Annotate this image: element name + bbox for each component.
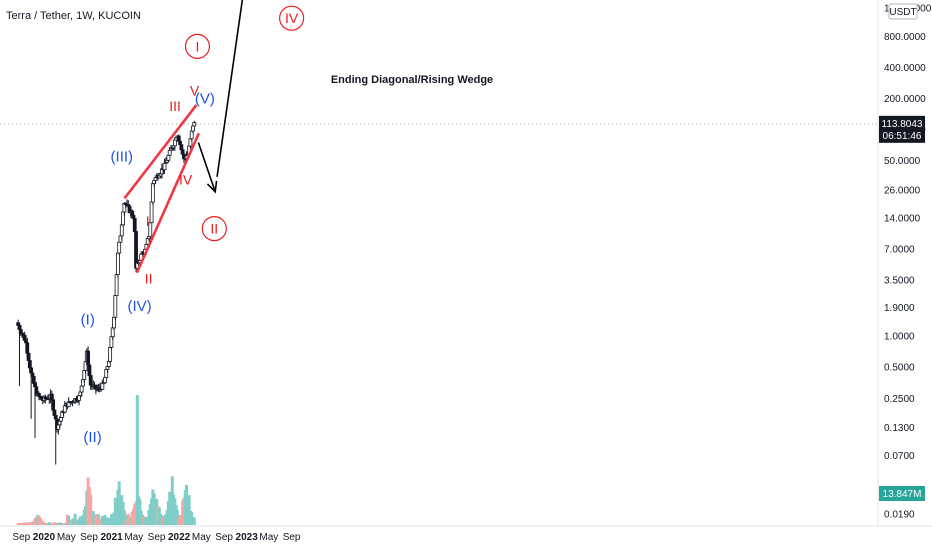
svg-text:(IV): (IV) bbox=[127, 298, 151, 315]
time-tick-label: Sep bbox=[148, 532, 166, 543]
last-price-marker: 113.8043 06:51:46 bbox=[879, 115, 925, 143]
candle bbox=[114, 274, 119, 297]
volume-marker: 13.847M bbox=[879, 486, 925, 501]
time-tick-label: 2022 bbox=[168, 532, 191, 543]
wave-label-iv: IV bbox=[179, 171, 193, 187]
wave-label-iii: III bbox=[169, 98, 181, 114]
price-tick-label: 50.0000 bbox=[884, 156, 921, 167]
svg-text:IV: IV bbox=[285, 10, 299, 26]
time-tick-label: May bbox=[124, 532, 143, 543]
price-tick-label: 0.1300 bbox=[884, 423, 915, 434]
price-tick-label: 1.0000 bbox=[884, 332, 915, 343]
svg-text:III: III bbox=[169, 98, 181, 114]
last-price-box bbox=[879, 115, 925, 143]
wave-label-iv: (IV) bbox=[127, 298, 151, 315]
volume-bar bbox=[175, 510, 179, 525]
candle bbox=[117, 241, 122, 256]
time-tick-label: Sep bbox=[283, 532, 301, 543]
time-tick-label: May bbox=[57, 532, 76, 543]
volume-bar bbox=[192, 517, 196, 525]
wedge-lower-line[interactable] bbox=[136, 133, 200, 274]
time-tick-label: Sep bbox=[12, 532, 30, 543]
candle bbox=[192, 120, 197, 127]
projection-arrows bbox=[197, 0, 244, 194]
wave-label-ii: (II) bbox=[83, 429, 101, 446]
circled-wave-label-iv: IV bbox=[279, 5, 305, 31]
svg-text:(II): (II) bbox=[83, 429, 101, 446]
currency-badge[interactable] bbox=[888, 3, 918, 20]
chart-title: Ending Diagonal/Rising Wedge bbox=[331, 74, 493, 86]
time-tick-label: May bbox=[192, 532, 211, 543]
price-tick-label: 200.0000 bbox=[884, 94, 926, 105]
svg-text:(V): (V) bbox=[195, 91, 215, 108]
price-tick-label: 26.0000 bbox=[884, 186, 921, 197]
svg-text:II: II bbox=[210, 221, 218, 237]
price-tick-label: 0.0700 bbox=[884, 451, 915, 462]
price-tick-label: 400.0000 bbox=[884, 63, 926, 74]
price-tick-label: 14.0000 bbox=[884, 213, 921, 224]
time-axis[interactable]: Sep 2020 May Sep 2021 May Sep 2022 May Sep 2023 May… bbox=[12, 532, 301, 543]
bar-countdown: 06:51:46 bbox=[883, 131, 922, 142]
time-tick-label: Sep bbox=[80, 532, 98, 543]
wave-label-iii: (III) bbox=[111, 148, 134, 165]
volume-value-box bbox=[879, 486, 925, 501]
volume-bar bbox=[89, 494, 93, 525]
currency-label: USDT bbox=[889, 7, 916, 18]
svg-text:I: I bbox=[146, 213, 150, 229]
last-price-value: 113.8043 bbox=[882, 119, 923, 130]
wedge-upper-line[interactable] bbox=[123, 104, 198, 199]
down-projection-arrow[interactable] bbox=[197, 142, 218, 194]
wave-label-i: (I) bbox=[81, 311, 95, 328]
price-tick-label: 800.0000 bbox=[884, 32, 926, 43]
time-tick-label: May bbox=[259, 532, 278, 543]
svg-text:(I): (I) bbox=[81, 311, 95, 328]
wave-label-ii: II bbox=[145, 271, 153, 287]
volume-bar bbox=[135, 395, 139, 525]
up-projection-arrow[interactable] bbox=[216, 0, 244, 177]
time-tick-label: Sep bbox=[215, 532, 233, 543]
volume-bar bbox=[73, 513, 77, 525]
time-tick-label: 2020 bbox=[33, 532, 56, 543]
wave-label-v: V bbox=[190, 82, 200, 98]
circled-wave-label-i: I bbox=[184, 33, 211, 59]
volume-value: 13.847M bbox=[883, 489, 922, 500]
price-tick-label: 0.5000 bbox=[884, 363, 915, 374]
svg-text:V: V bbox=[190, 82, 200, 98]
circled-wave-label-ii: II bbox=[201, 216, 227, 242]
volume-bar bbox=[122, 510, 126, 525]
svg-text:I: I bbox=[196, 38, 200, 54]
volume-bar bbox=[187, 495, 191, 525]
candle bbox=[113, 293, 118, 320]
price-tick-label: 1.9000 bbox=[884, 303, 915, 314]
time-tick-label: 2023 bbox=[236, 532, 259, 543]
price-tick-label: 0.0190 bbox=[884, 509, 915, 520]
price-tick-label: 7.0000 bbox=[884, 244, 915, 255]
wave-label-v: (V) bbox=[195, 91, 215, 108]
price-tick-label: 0.2500 bbox=[884, 394, 915, 405]
symbol-header[interactable]: Terra / Tether, 1W, KUCOIN bbox=[6, 10, 141, 22]
candles bbox=[16, 120, 197, 465]
svg-text:IV: IV bbox=[179, 171, 193, 187]
price-tick-label: 3.5000 bbox=[884, 275, 915, 286]
volume-bars bbox=[16, 395, 196, 525]
wedge-lines bbox=[123, 104, 200, 274]
time-tick-label: 2021 bbox=[100, 532, 123, 543]
wave-label-i: I bbox=[146, 213, 150, 229]
svg-text:(III): (III) bbox=[111, 148, 134, 165]
svg-text:II: II bbox=[145, 271, 153, 287]
